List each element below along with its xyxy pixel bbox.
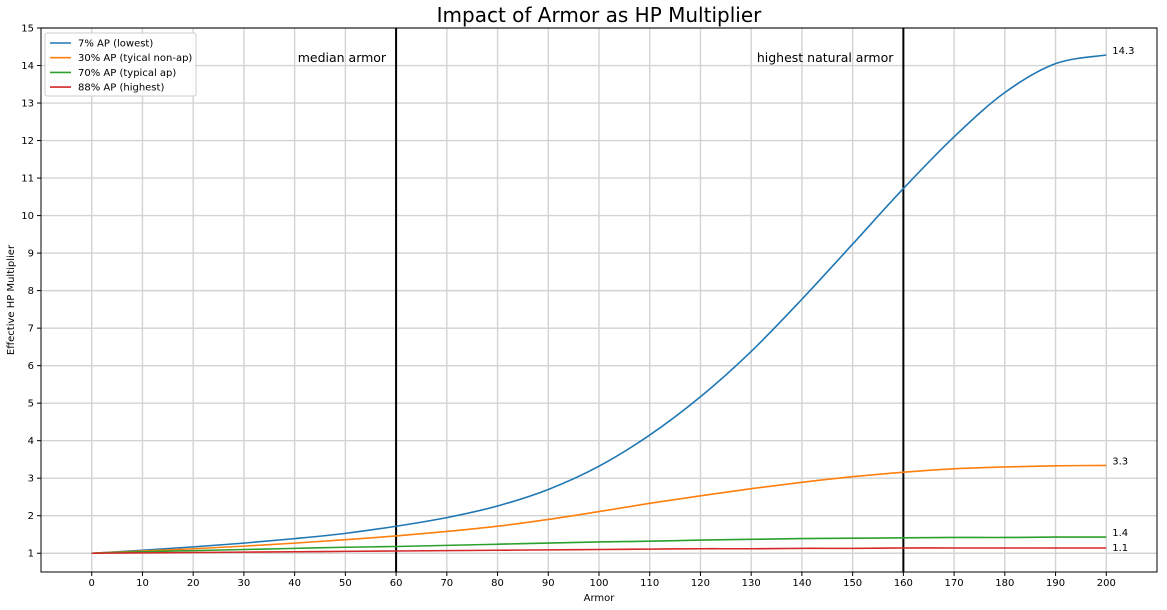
x-tick-label: 50 <box>339 578 352 589</box>
y-tick-label: 8 <box>28 286 34 297</box>
y-tick-label: 10 <box>21 211 34 222</box>
x-tick-label: 110 <box>640 578 659 589</box>
x-tick-label: 170 <box>945 578 964 589</box>
series-line-1 <box>91 464 1107 555</box>
x-tick-label: 20 <box>187 578 200 589</box>
x-tick-label: 150 <box>843 578 862 589</box>
legend-entry-0: 7% AP (lowest) <box>78 39 153 50</box>
y-tick-label: 9 <box>28 249 34 260</box>
end-label-3: 1.1 <box>1112 543 1128 554</box>
y-tick-label: 2 <box>28 511 34 522</box>
x-tick-label: 160 <box>894 578 913 589</box>
x-tick-label: 100 <box>589 578 608 589</box>
x-tick-label: 40 <box>288 578 301 589</box>
y-tick-label: 13 <box>21 99 34 110</box>
legend-entry-2: 70% AP (typical ap) <box>78 68 176 79</box>
legend-box <box>44 32 197 97</box>
vline-label: highest natural armor <box>757 50 894 65</box>
x-tick-label: 70 <box>440 578 453 589</box>
x-tick-label: 60 <box>390 578 403 589</box>
y-tick-label: 14 <box>21 61 34 72</box>
y-tick-label: 3 <box>28 474 34 485</box>
end-label-0: 14.3 <box>1112 46 1134 57</box>
y-tick-label: 12 <box>21 136 34 147</box>
x-tick-label: 140 <box>792 578 811 589</box>
series-lines <box>91 54 1107 555</box>
end-label-1: 3.3 <box>1112 456 1128 467</box>
end-label-2: 1.4 <box>1112 528 1128 539</box>
x-tick-label: 0 <box>89 578 95 589</box>
x-tick-label: 120 <box>691 578 710 589</box>
series-line-3 <box>91 547 1107 555</box>
x-tick-label: 180 <box>995 578 1014 589</box>
x-tick-label: 190 <box>1046 578 1065 589</box>
x-axis-label: Armor <box>584 593 616 604</box>
series-line-2 <box>91 536 1107 555</box>
y-tick-label: 5 <box>28 399 34 410</box>
reference-lines: median armor highest natural armor <box>298 28 905 572</box>
vline-label: median armor <box>298 50 387 65</box>
y-tick-label: 11 <box>21 174 34 185</box>
y-axis-label: Effective HP Multiplier <box>6 244 17 355</box>
x-tick-label: 30 <box>238 578 251 589</box>
x-tick-label: 10 <box>136 578 149 589</box>
x-tick-label: 90 <box>542 578 555 589</box>
chart-title: Impact of Armor as HP Multiplier <box>437 3 763 27</box>
x-tick-label: 80 <box>491 578 504 589</box>
x-tick-label: 200 <box>1097 578 1116 589</box>
legend-entry-1: 30% AP (tyical non-ap) <box>78 53 192 64</box>
y-tick-label: 15 <box>21 24 34 35</box>
x-tick-label: 130 <box>742 578 761 589</box>
y-tick-label: 6 <box>28 361 34 372</box>
legend: 7% AP (lowest) 30% AP (tyical non-ap) 70% … <box>44 32 197 97</box>
series-line-0 <box>91 54 1107 555</box>
y-tick-label: 1 <box>28 549 34 560</box>
y-tick-label: 7 <box>28 324 34 335</box>
legend-entry-3: 88% AP (highest) <box>78 83 164 94</box>
y-tick-label: 4 <box>28 436 34 447</box>
end-labels: 14.3 3.3 1.4 1.1 <box>1112 46 1134 554</box>
axis-ticks: 0 10 20 30 40 50 60 70 80 90 100 110 120 130 140 150 160… <box>21 24 1116 590</box>
